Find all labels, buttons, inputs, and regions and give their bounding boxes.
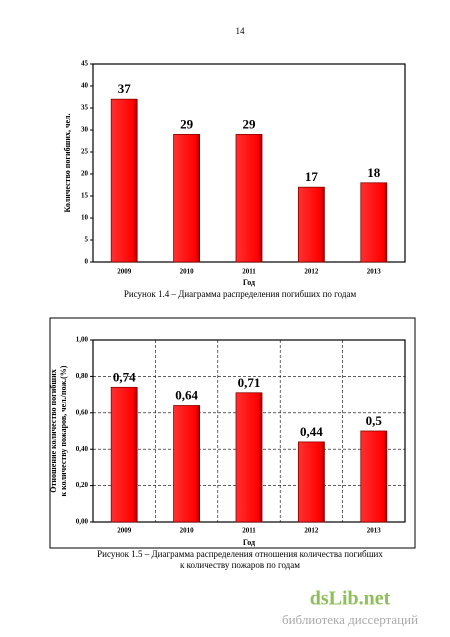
chart-frame — [49, 317, 416, 549]
y-tick-label: 45 — [81, 60, 89, 68]
x-axis-title: Год — [243, 278, 255, 287]
bar — [173, 133, 201, 263]
bar — [235, 133, 263, 263]
data-label: 17 — [305, 169, 319, 184]
x-tick-label: 2009 — [117, 268, 132, 276]
y-tick-label: 0,20 — [76, 481, 89, 489]
watermark-logo: dsLib.net — [310, 588, 391, 610]
y-tick-label: 0,40 — [76, 445, 89, 453]
y-tick-label: 0,80 — [76, 372, 89, 380]
bar — [110, 98, 138, 263]
y-tick-label: 40 — [81, 82, 89, 90]
x-tick-label: 2013 — [367, 527, 382, 535]
data-label: 0,5 — [366, 413, 383, 428]
watermark-tagline: библиотека диссертаций — [282, 612, 418, 627]
data-label: 29 — [243, 116, 257, 131]
y-axis-title: к количеству пожаров, чел./пож.(%) — [59, 365, 68, 496]
y-tick-label: 25 — [81, 148, 89, 156]
y-tick-label: 35 — [81, 104, 89, 112]
bar — [297, 441, 325, 523]
data-label: 29 — [180, 116, 194, 131]
y-tick-label: 10 — [81, 214, 89, 222]
caption: Рисунок 1.4 – Диаграмма распределения по… — [124, 289, 357, 299]
x-tick-label: 2010 — [180, 268, 195, 276]
x-tick-label: 2011 — [242, 527, 256, 535]
y-tick-label: 5 — [85, 236, 89, 244]
page-number: 14 — [236, 26, 246, 36]
data-label: 0,64 — [175, 388, 198, 403]
x-tick-label: 2009 — [117, 527, 132, 535]
data-label: 37 — [118, 81, 132, 96]
data-label: 0,71 — [238, 375, 261, 390]
y-axis-title: Отношение количество погибших — [49, 369, 58, 492]
data-label: 0,74 — [113, 369, 136, 384]
bar — [360, 430, 388, 523]
bar — [110, 386, 138, 523]
y-tick-label: 0,60 — [76, 408, 89, 416]
x-tick-label: 2012 — [304, 268, 319, 276]
y-tick-label: 30 — [81, 126, 89, 134]
caption: к количеству пожаров по годам — [180, 560, 300, 570]
y-tick-label: 0 — [85, 258, 89, 266]
data-label: 18 — [367, 165, 381, 180]
x-axis-title: Год — [243, 538, 255, 547]
y-tick-label: 15 — [81, 192, 89, 200]
data-label: 0,44 — [300, 424, 323, 439]
x-tick-label: 2010 — [180, 527, 195, 535]
bar — [360, 182, 388, 263]
bar — [173, 405, 201, 523]
y-axis-title: Количество погибших, чел. — [63, 113, 72, 212]
bar — [297, 186, 325, 263]
x-tick-label: 2011 — [242, 268, 256, 276]
bar — [235, 392, 263, 523]
x-tick-label: 2012 — [304, 527, 319, 535]
caption: Рисунок 1.5 – Диаграмма распределения от… — [97, 549, 383, 559]
y-tick-label: 20 — [81, 170, 89, 178]
y-tick-label: 1,00 — [76, 336, 89, 344]
x-tick-label: 2013 — [367, 268, 382, 276]
y-tick-label: 0,00 — [76, 518, 89, 526]
